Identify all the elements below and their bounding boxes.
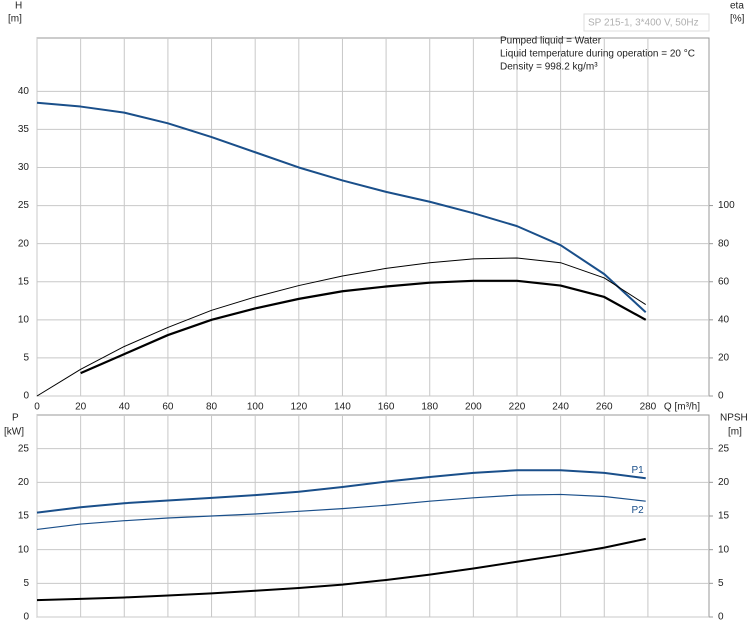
- x-tick-label: 40: [119, 402, 131, 413]
- x-tick-label: 0: [34, 402, 40, 413]
- series-label: P2: [631, 505, 644, 516]
- x-axis-label: Q [m³/h]: [664, 402, 700, 413]
- x-tick-label: 260: [596, 402, 613, 413]
- y-tick-label: 30: [18, 162, 30, 173]
- legend-box: [583, 13, 710, 32]
- y2-axis-label: NPSH: [720, 413, 748, 424]
- y-axis-label: H: [15, 1, 22, 12]
- annotation: Pumped liquid = Water: [500, 36, 602, 47]
- annotation: Density = 998.2 kg/m³: [500, 62, 598, 73]
- annotation: Liquid temperature during operation = 20…: [500, 49, 695, 60]
- y-axis-label: P: [12, 413, 19, 424]
- x-tick-label: 140: [334, 402, 351, 413]
- series-line: [36, 537, 646, 602]
- y2-axis-unit: [%]: [730, 14, 745, 25]
- y2-tick-label: 10: [718, 544, 730, 555]
- y2-tick-label: 0: [718, 391, 724, 402]
- y-tick-label: 15: [18, 276, 30, 287]
- series-line: [36, 257, 646, 397]
- y2-tick-label: 40: [718, 314, 730, 325]
- y-tick-label: 20: [18, 238, 30, 249]
- x-tick-label: 100: [247, 402, 264, 413]
- x-tick-label: 240: [552, 402, 569, 413]
- series-line: [36, 101, 647, 313]
- series-label: P1: [631, 465, 644, 476]
- y2-tick-label: 5: [718, 578, 724, 589]
- x-tick-label: 220: [509, 402, 526, 413]
- series-line: [36, 469, 646, 514]
- y2-axis-label: eta: [730, 1, 744, 12]
- y2-tick-label: 25: [718, 443, 730, 454]
- y-tick-label: 15: [18, 511, 30, 522]
- y-tick-label: 0: [23, 612, 29, 623]
- y2-tick-label: 80: [718, 238, 730, 249]
- y-tick-label: 5: [23, 353, 29, 364]
- y-tick-label: 0: [23, 391, 29, 402]
- y-tick-label: 40: [18, 86, 30, 97]
- y2-tick-label: 15: [718, 511, 730, 522]
- series-line: [36, 493, 646, 531]
- legend-box-text: SP 215-1, 3*400 V, 50Hz: [588, 18, 699, 29]
- y2-tick-label: 20: [718, 477, 730, 488]
- y-tick-label: 20: [18, 477, 30, 488]
- x-tick-label: 60: [162, 402, 174, 413]
- x-tick-label: 160: [378, 402, 395, 413]
- y-tick-label: 10: [18, 314, 30, 325]
- y2-tick-label: 100: [718, 200, 735, 211]
- y-axis-unit: [m]: [8, 14, 22, 25]
- y-tick-label: 10: [18, 544, 30, 555]
- y2-tick-label: 0: [718, 612, 724, 623]
- y-tick-label: 5: [23, 578, 29, 589]
- series-line: [80, 279, 647, 375]
- x-tick-label: 120: [290, 402, 307, 413]
- y-axis-unit: [kW]: [4, 427, 24, 438]
- y-tick-label: 35: [18, 124, 30, 135]
- y2-axis-unit: [m]: [728, 427, 742, 438]
- y-tick-label: 25: [18, 443, 30, 454]
- x-tick-label: 280: [640, 402, 657, 413]
- y2-tick-label: 20: [718, 353, 730, 364]
- y-tick-label: 25: [18, 200, 30, 211]
- x-tick-label: 180: [421, 402, 438, 413]
- x-tick-label: 80: [206, 402, 218, 413]
- y2-tick-label: 60: [718, 276, 730, 287]
- x-tick-label: 200: [465, 402, 482, 413]
- x-tick-label: 20: [75, 402, 87, 413]
